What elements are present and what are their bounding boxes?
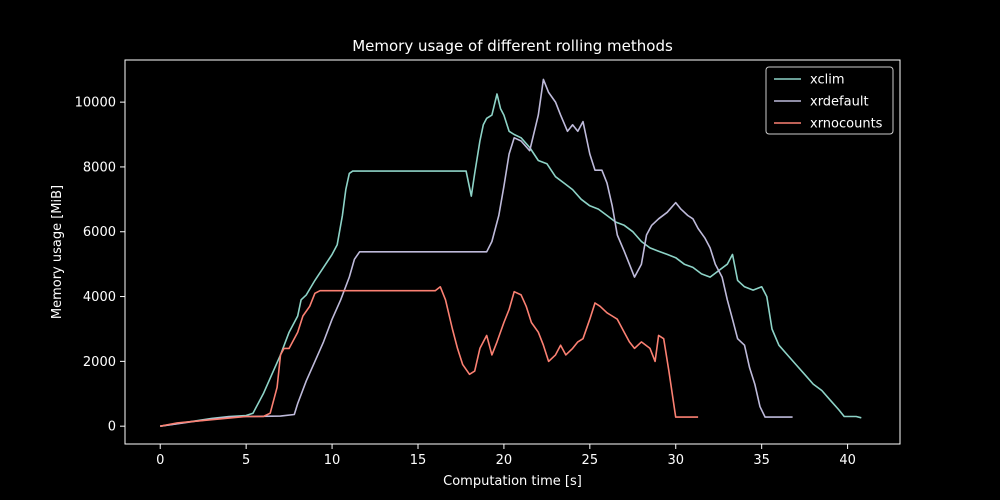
x-tick-label: 20 xyxy=(496,453,513,468)
series-line-xrnocounts xyxy=(160,285,699,427)
y-axis-label: Memory usage [MiB] xyxy=(50,185,65,319)
y-tick-label: 4000 xyxy=(83,290,116,305)
chart-title: Memory usage of different rolling method… xyxy=(352,37,673,55)
series-line-xrdefault xyxy=(160,78,793,427)
x-axis-label: Computation time [s] xyxy=(443,474,582,489)
x-tick-label: 0 xyxy=(156,453,164,468)
legend-entry-label: xclim xyxy=(810,73,845,88)
plot-lines xyxy=(160,78,862,427)
legend-entry-label: xrdefault xyxy=(810,95,869,110)
plot-frame xyxy=(124,59,901,445)
x-axis-ticks: 0 5 10 15 20 25 30 35 40 xyxy=(156,444,856,468)
x-tick-label: 25 xyxy=(582,453,599,468)
legend: xclim xrdefault xrnocounts xyxy=(765,66,894,135)
legend-box xyxy=(765,66,894,135)
x-tick-label: 10 xyxy=(324,453,341,468)
y-tick-label: 6000 xyxy=(83,225,116,240)
x-tick-label: 40 xyxy=(839,453,856,468)
x-tick-label: 5 xyxy=(242,453,250,468)
y-tick-label: 0 xyxy=(108,420,116,435)
legend-entry-label: xrnocounts xyxy=(810,117,883,132)
y-tick-label: 2000 xyxy=(83,355,116,370)
x-tick-label: 35 xyxy=(753,453,770,468)
y-axis-ticks: 0 2000 4000 6000 8000 10000 xyxy=(75,96,125,435)
x-tick-label: 15 xyxy=(410,453,427,468)
y-tick-label: 8000 xyxy=(83,160,116,175)
series-line-xclim xyxy=(160,93,862,427)
x-tick-label: 30 xyxy=(667,453,684,468)
y-tick-label: 10000 xyxy=(75,96,116,111)
